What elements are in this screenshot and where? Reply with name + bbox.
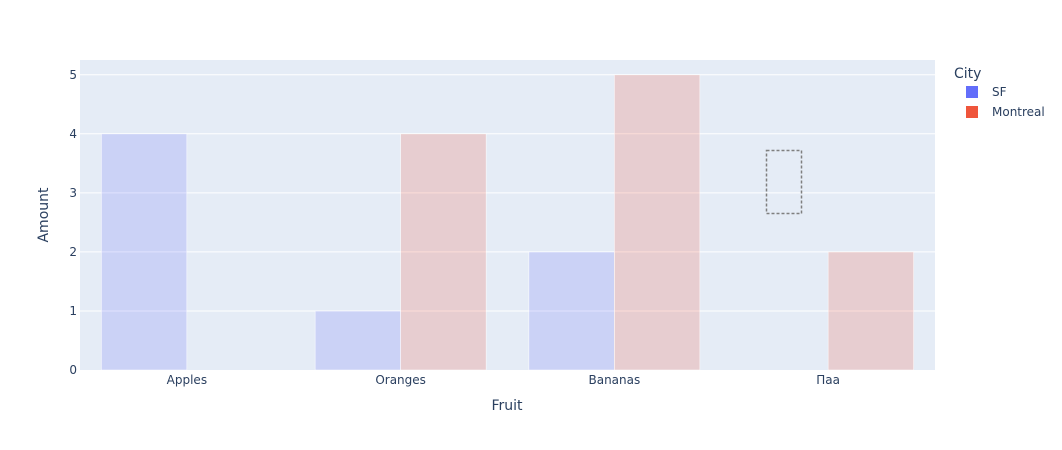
legend-title: City	[954, 66, 981, 82]
bar-montreal-oranges[interactable]	[400, 133, 487, 371]
plot-area	[80, 60, 935, 370]
bar-montreal-паа[interactable]	[827, 251, 914, 371]
bar-montreal-bananas[interactable]	[614, 74, 701, 371]
y-tick-label: 0	[69, 363, 77, 377]
bar-sf-oranges[interactable]	[314, 310, 401, 371]
bars	[101, 74, 914, 371]
legend: City SF Montreal	[954, 66, 1045, 119]
y-tick-label: 2	[69, 245, 77, 259]
bar-sf-bananas[interactable]	[528, 251, 615, 371]
y-tick-label: 4	[69, 127, 77, 141]
x-tick-label: Apples	[167, 373, 207, 387]
x-tick-label: Oranges	[375, 373, 426, 387]
legend-swatch[interactable]	[966, 106, 978, 118]
x-tick-labels: Apples Oranges Bananas Паа	[167, 373, 840, 387]
y-tick-label: 1	[69, 304, 77, 318]
legend-swatch[interactable]	[966, 86, 978, 98]
legend-label[interactable]: SF	[992, 85, 1007, 99]
bar-sf-apples[interactable]	[101, 133, 188, 371]
y-tick-label: 5	[69, 68, 77, 82]
y-tick-labels: 0 1 2 3 4 5	[69, 68, 77, 377]
x-axis-title: Fruit	[491, 398, 523, 414]
gridlines	[80, 74, 935, 312]
y-axis-title: Amount	[36, 187, 52, 243]
x-tick-label: Паа	[816, 373, 840, 387]
x-tick-label: Bananas	[588, 373, 640, 387]
legend-label[interactable]: Montreal	[992, 105, 1045, 119]
y-tick-label: 3	[69, 186, 77, 200]
selection-box	[765, 149, 803, 215]
